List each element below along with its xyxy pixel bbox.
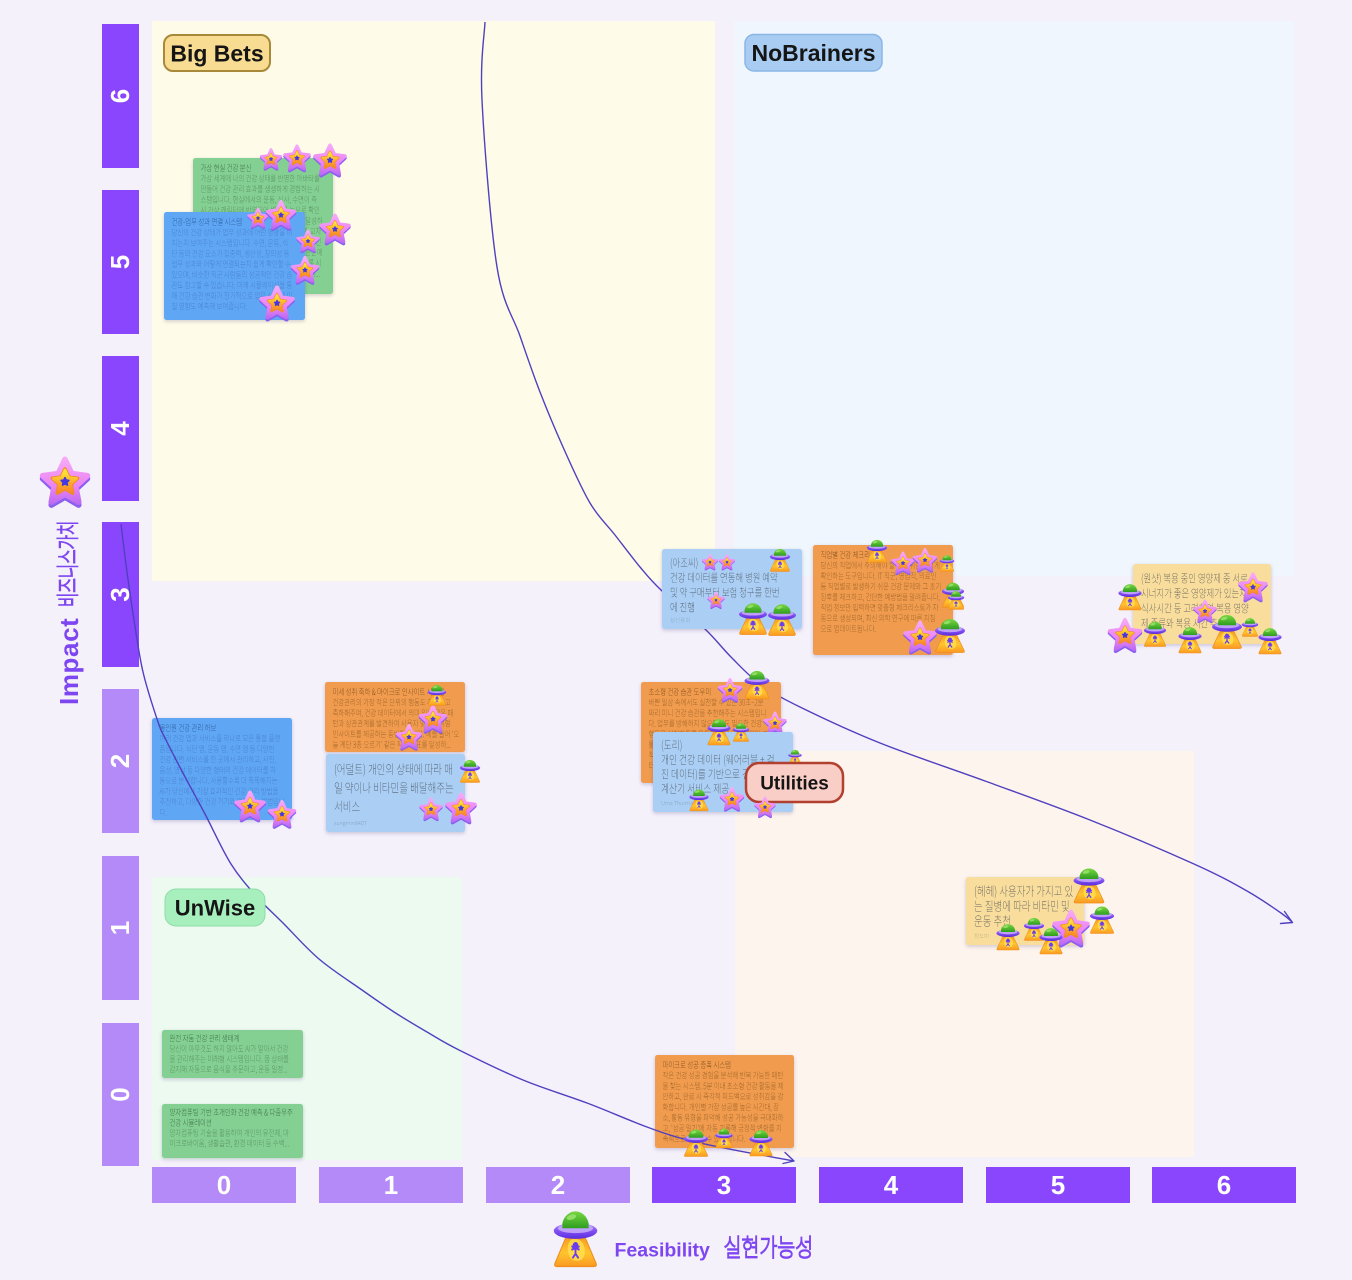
svg-text:4: 4 xyxy=(884,1170,899,1200)
svg-text:4: 4 xyxy=(105,421,135,436)
svg-text:1: 1 xyxy=(384,1170,398,1200)
svg-text:2: 2 xyxy=(551,1170,565,1200)
svg-text:Feasibility: Feasibility xyxy=(615,1240,711,1262)
svg-text:6: 6 xyxy=(1217,1170,1231,1200)
svg-text:5: 5 xyxy=(105,255,135,269)
svg-text:5: 5 xyxy=(1051,1170,1065,1200)
svg-text:Big Bets: Big Bets xyxy=(170,40,263,66)
svg-text:0: 0 xyxy=(217,1170,231,1200)
svg-text:6: 6 xyxy=(105,89,135,103)
svg-text:Utilities: Utilities xyxy=(760,773,829,794)
svg-text:2: 2 xyxy=(105,754,135,768)
svg-text:NoBrainers: NoBrainers xyxy=(752,40,876,66)
svg-text:3: 3 xyxy=(105,587,135,601)
svg-text:Impact: Impact xyxy=(54,618,84,705)
svg-text:3: 3 xyxy=(717,1170,731,1200)
svg-text:1: 1 xyxy=(105,921,135,935)
svg-text:UnWise: UnWise xyxy=(175,895,255,920)
svg-text:0: 0 xyxy=(105,1087,135,1101)
